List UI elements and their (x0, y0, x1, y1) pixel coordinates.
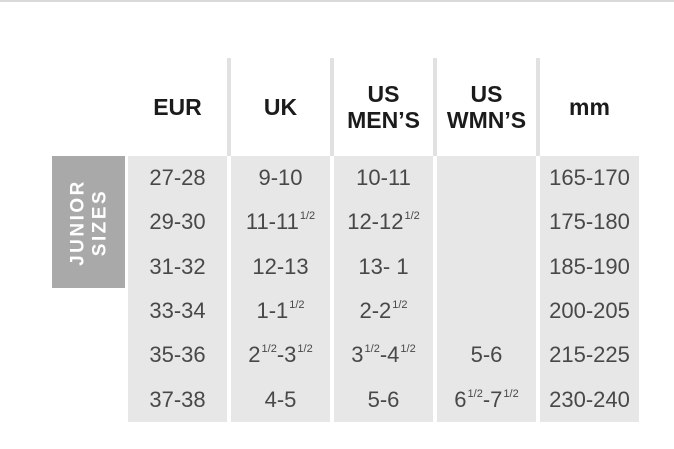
side-label-line1: JUNIOR (67, 178, 88, 266)
table-cell-eur: 37-38 (128, 377, 227, 422)
table-header-row: EUR UK US MEN’S US WMN’S mm (128, 58, 639, 156)
column-header-us-mens: US MEN’S (347, 81, 420, 133)
table-cell-us-wmns: 6 1/2 -7 1/2 (437, 377, 536, 422)
table-cell-us-wmns (437, 288, 536, 334)
table-cell-us-mens: 3 1/2 -4 1/2 (334, 333, 433, 378)
table-cell-us-mens: 5-6 (334, 377, 433, 422)
junior-sizes-side-label: JUNIOR SIZES (52, 156, 125, 288)
table-cell-eur: 33-34 (128, 288, 227, 334)
table-cell-us-mens: 2-2 1/2 (334, 288, 433, 334)
column-header-us-wmns: US WMN’S (446, 81, 527, 133)
column-header-uk: UK (263, 94, 298, 120)
header-divider (330, 58, 334, 156)
table-cell-us-wmns (437, 156, 536, 201)
junior-sizes-label-text: JUNIOR SIZES (52, 156, 125, 288)
table-cell-mm: 215-225 (540, 333, 639, 378)
table-cell-uk: 12-13 (231, 244, 330, 289)
table-cell-uk: 2 1/2 -3 1/2 (231, 333, 330, 378)
table-cell-uk: 1-1 1/2 (231, 288, 330, 334)
table-cell-mm: 200-205 (540, 288, 639, 334)
column-header-eur: EUR (153, 94, 202, 120)
table-cell-mm: 175-180 (540, 200, 639, 245)
table-cell-eur: 27-28 (128, 156, 227, 201)
table-cell-uk: 11-11 1/2 (231, 200, 330, 245)
table-cell-us-wmns (437, 200, 536, 245)
table-cell-mm: 230-240 (540, 377, 639, 422)
table-cell-eur: 31-32 (128, 244, 227, 289)
top-divider-rule (0, 0, 674, 2)
table-cell-eur: 35-36 (128, 333, 227, 378)
header-divider (433, 58, 437, 156)
side-label-line2: SIZES (88, 188, 110, 256)
header-divider (227, 58, 231, 156)
header-divider (536, 58, 540, 156)
table-body: 27-28 9-10 10-11 165-170 29-30 11-11 1/2 … (128, 156, 639, 422)
table-cell-eur: 29-30 (128, 200, 227, 245)
table-cell-us-mens: 12-12 1/2 (334, 200, 433, 245)
table-cell-mm: 185-190 (540, 244, 639, 289)
table-cell-us-wmns: 5-6 (437, 333, 536, 378)
table-cell-uk: 4-5 (231, 377, 330, 422)
table-cell-uk: 9-10 (231, 156, 330, 201)
table-cell-mm: 165-170 (540, 156, 639, 201)
table-cell-us-mens: 13- 1 (334, 244, 433, 289)
table-cell-us-mens: 10-11 (334, 156, 433, 201)
table-cell-us-wmns (437, 244, 536, 289)
column-header-mm: mm (569, 94, 610, 120)
